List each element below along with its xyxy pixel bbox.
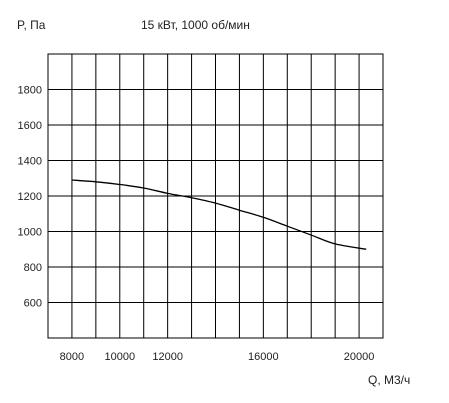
y-tick-label: 1400 (18, 156, 42, 168)
x-axis-label: Q, М3/ч (368, 373, 410, 387)
series-group (71, 179, 367, 250)
y-axis-label: P, Па (17, 18, 46, 32)
x-tick-label: 20000 (344, 351, 375, 363)
x-tick-label: 16000 (248, 351, 279, 363)
y-tick-label: 1200 (18, 191, 42, 203)
chart-title: 15 кВт, 1000 об/мин (141, 18, 250, 32)
x-tick-label: 10000 (104, 351, 135, 363)
y-tick-label: 800 (24, 262, 42, 274)
x-tick-labels: 8000 10000 12000 16000 20000 (60, 351, 375, 363)
y-tick-label: 1600 (18, 120, 42, 132)
grid (47, 53, 384, 339)
y-tick-label: 1000 (18, 227, 42, 239)
series-line (71, 179, 367, 250)
x-tick-label: 8000 (60, 351, 84, 363)
y-tick-label: 600 (24, 298, 42, 310)
x-tick-label: 12000 (152, 351, 183, 363)
y-tick-labels: 600 800 1000 1200 1400 1600 1800 (18, 85, 42, 310)
y-tick-label: 1800 (18, 85, 42, 97)
